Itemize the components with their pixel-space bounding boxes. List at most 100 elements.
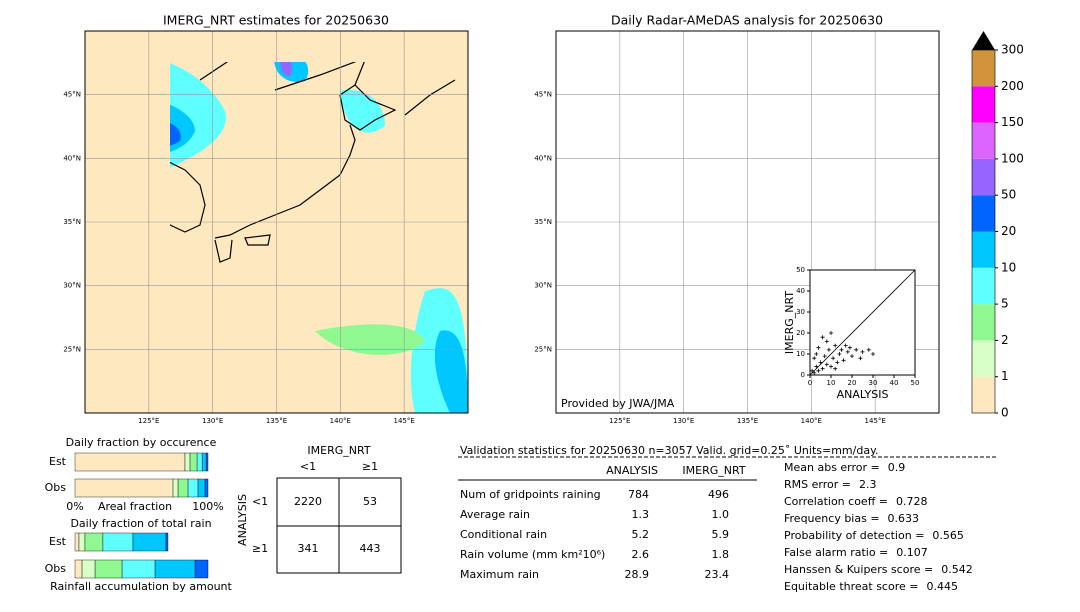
score: Equitable threat score = 0.445 <box>784 580 958 593</box>
score-value: 0.542 <box>941 563 973 576</box>
scatter-point <box>814 364 819 369</box>
scatter-point <box>810 368 815 373</box>
fraction-segment <box>121 559 156 579</box>
fraction-segment <box>205 452 209 472</box>
x-tick-label: 10 <box>827 379 836 387</box>
lat-tick-label: 35°N <box>63 218 81 226</box>
stat-label: Num of gridpoints raining <box>460 488 601 501</box>
fraction-segment <box>154 559 196 579</box>
score-value: 0.633 <box>888 512 920 525</box>
scatter-point <box>845 349 850 354</box>
x-tick-label: 0 <box>808 379 812 387</box>
stat-value: 28.9 <box>625 568 650 581</box>
scatter-point <box>850 354 854 359</box>
x-tick-label: 20 <box>848 379 857 387</box>
score-label: Equitable threat score = <box>784 580 918 593</box>
stats-header: Validation statistics for 20250630 n=305… <box>460 444 879 457</box>
lon-tick-label: 125°E <box>609 417 630 425</box>
x-tick-label: 30 <box>869 379 878 387</box>
score-label: Frequency bias = <box>784 512 880 525</box>
credit: Provided by JWA/JMA <box>561 397 675 410</box>
row-label: Est <box>49 535 67 548</box>
colorbar-label: 10 <box>1001 260 1016 274</box>
colorbar-label: 200 <box>1001 79 1024 93</box>
y-tick-label: 50 <box>796 266 805 274</box>
lat-tick-label: 45°N <box>534 91 552 99</box>
colorbar-segment <box>972 195 995 232</box>
y-tick-label: 10 <box>796 350 805 358</box>
lon-tick-label: 130°E <box>202 417 223 425</box>
map-title: IMERG_NRT estimates for 20250630 <box>163 13 389 28</box>
scatter-point <box>847 345 852 350</box>
score-value: 0.107 <box>896 546 928 559</box>
coastline <box>274 62 357 91</box>
x-tick-label: 50 <box>911 379 920 387</box>
fraction-segment <box>201 452 207 472</box>
scatter-point <box>860 349 865 354</box>
coastline <box>214 124 356 239</box>
stat-label: Rain volume (mm km²10⁶) <box>460 548 605 561</box>
x-axis-label: Areal fraction <box>98 500 172 513</box>
map-title: Daily Radar-AMeDAS analysis for 20250630 <box>611 13 883 28</box>
y-tick-label: 30 <box>796 308 805 316</box>
fraction-segment <box>94 559 123 579</box>
scatter-point <box>816 345 821 350</box>
fraction-segment <box>184 452 191 472</box>
row-label: Obs <box>45 481 67 494</box>
score: Mean abs error = 0.9 <box>784 461 905 474</box>
stat-value: 23.4 <box>705 568 730 581</box>
scatter-point <box>824 362 829 367</box>
lon-tick-label: 145°E <box>865 417 886 425</box>
scatter-point <box>822 354 827 359</box>
scatter-point <box>812 370 817 375</box>
coastline <box>354 62 365 86</box>
lat-tick-label: 25°N <box>534 345 552 353</box>
fraction-segment <box>194 559 209 579</box>
stat-label: Average rain <box>460 508 530 521</box>
scatter-point <box>871 352 875 356</box>
diagonal <box>809 269 916 376</box>
lon-tick-label: 125°E <box>138 417 159 425</box>
stat-label: Maximum rain <box>460 568 539 581</box>
row-title: ANALYSIS <box>236 494 249 546</box>
stat-value: 2.6 <box>632 548 650 561</box>
score: RMS error = 2.3 <box>784 478 876 491</box>
lat-tick-label: 25°N <box>63 345 81 353</box>
colorbar-label: 20 <box>1001 224 1016 238</box>
col-header: ≥1 <box>362 460 378 473</box>
coastline <box>404 79 456 116</box>
scatter-point <box>841 358 846 363</box>
rain-area <box>340 90 385 133</box>
colorbar-segment <box>972 340 995 377</box>
colorbar-segment <box>972 304 995 341</box>
scatter-point <box>837 352 842 356</box>
lat-tick-label: 40°N <box>534 154 552 162</box>
col-header: ANALYSIS <box>606 464 658 477</box>
row-label: Est <box>49 455 67 468</box>
colorbar-label: 5 <box>1001 297 1009 311</box>
stat-value: 784 <box>628 488 649 501</box>
fraction-segment <box>81 559 96 579</box>
score-label: Correlation coeff = <box>784 495 888 508</box>
colorbar-label: 150 <box>1001 115 1024 129</box>
score: Hanssen & Kuipers score = 0.542 <box>784 563 973 576</box>
stat-value: 1.3 <box>632 508 650 521</box>
coastline <box>339 84 397 131</box>
score: Frequency bias = 0.633 <box>784 512 919 525</box>
score-label: RMS error = <box>784 478 851 491</box>
col-header: IMERG_NRT <box>682 464 745 477</box>
lat-tick-label: 30°N <box>534 282 552 290</box>
colorbar-label: 300 <box>1001 43 1024 57</box>
colorbar-segment <box>972 267 995 305</box>
lon-tick-label: 130°E <box>673 417 694 425</box>
scatter-point <box>833 343 838 348</box>
scatter-point <box>829 331 833 335</box>
map-frame <box>84 30 469 414</box>
fraction-segment <box>196 452 203 472</box>
stat-value: 5.2 <box>632 528 650 541</box>
x-tick-label: 100% <box>192 500 223 513</box>
colorbar-label: 0 <box>1001 406 1009 420</box>
colorbar-segment <box>972 376 995 413</box>
lat-tick-label: 30°N <box>63 282 81 290</box>
